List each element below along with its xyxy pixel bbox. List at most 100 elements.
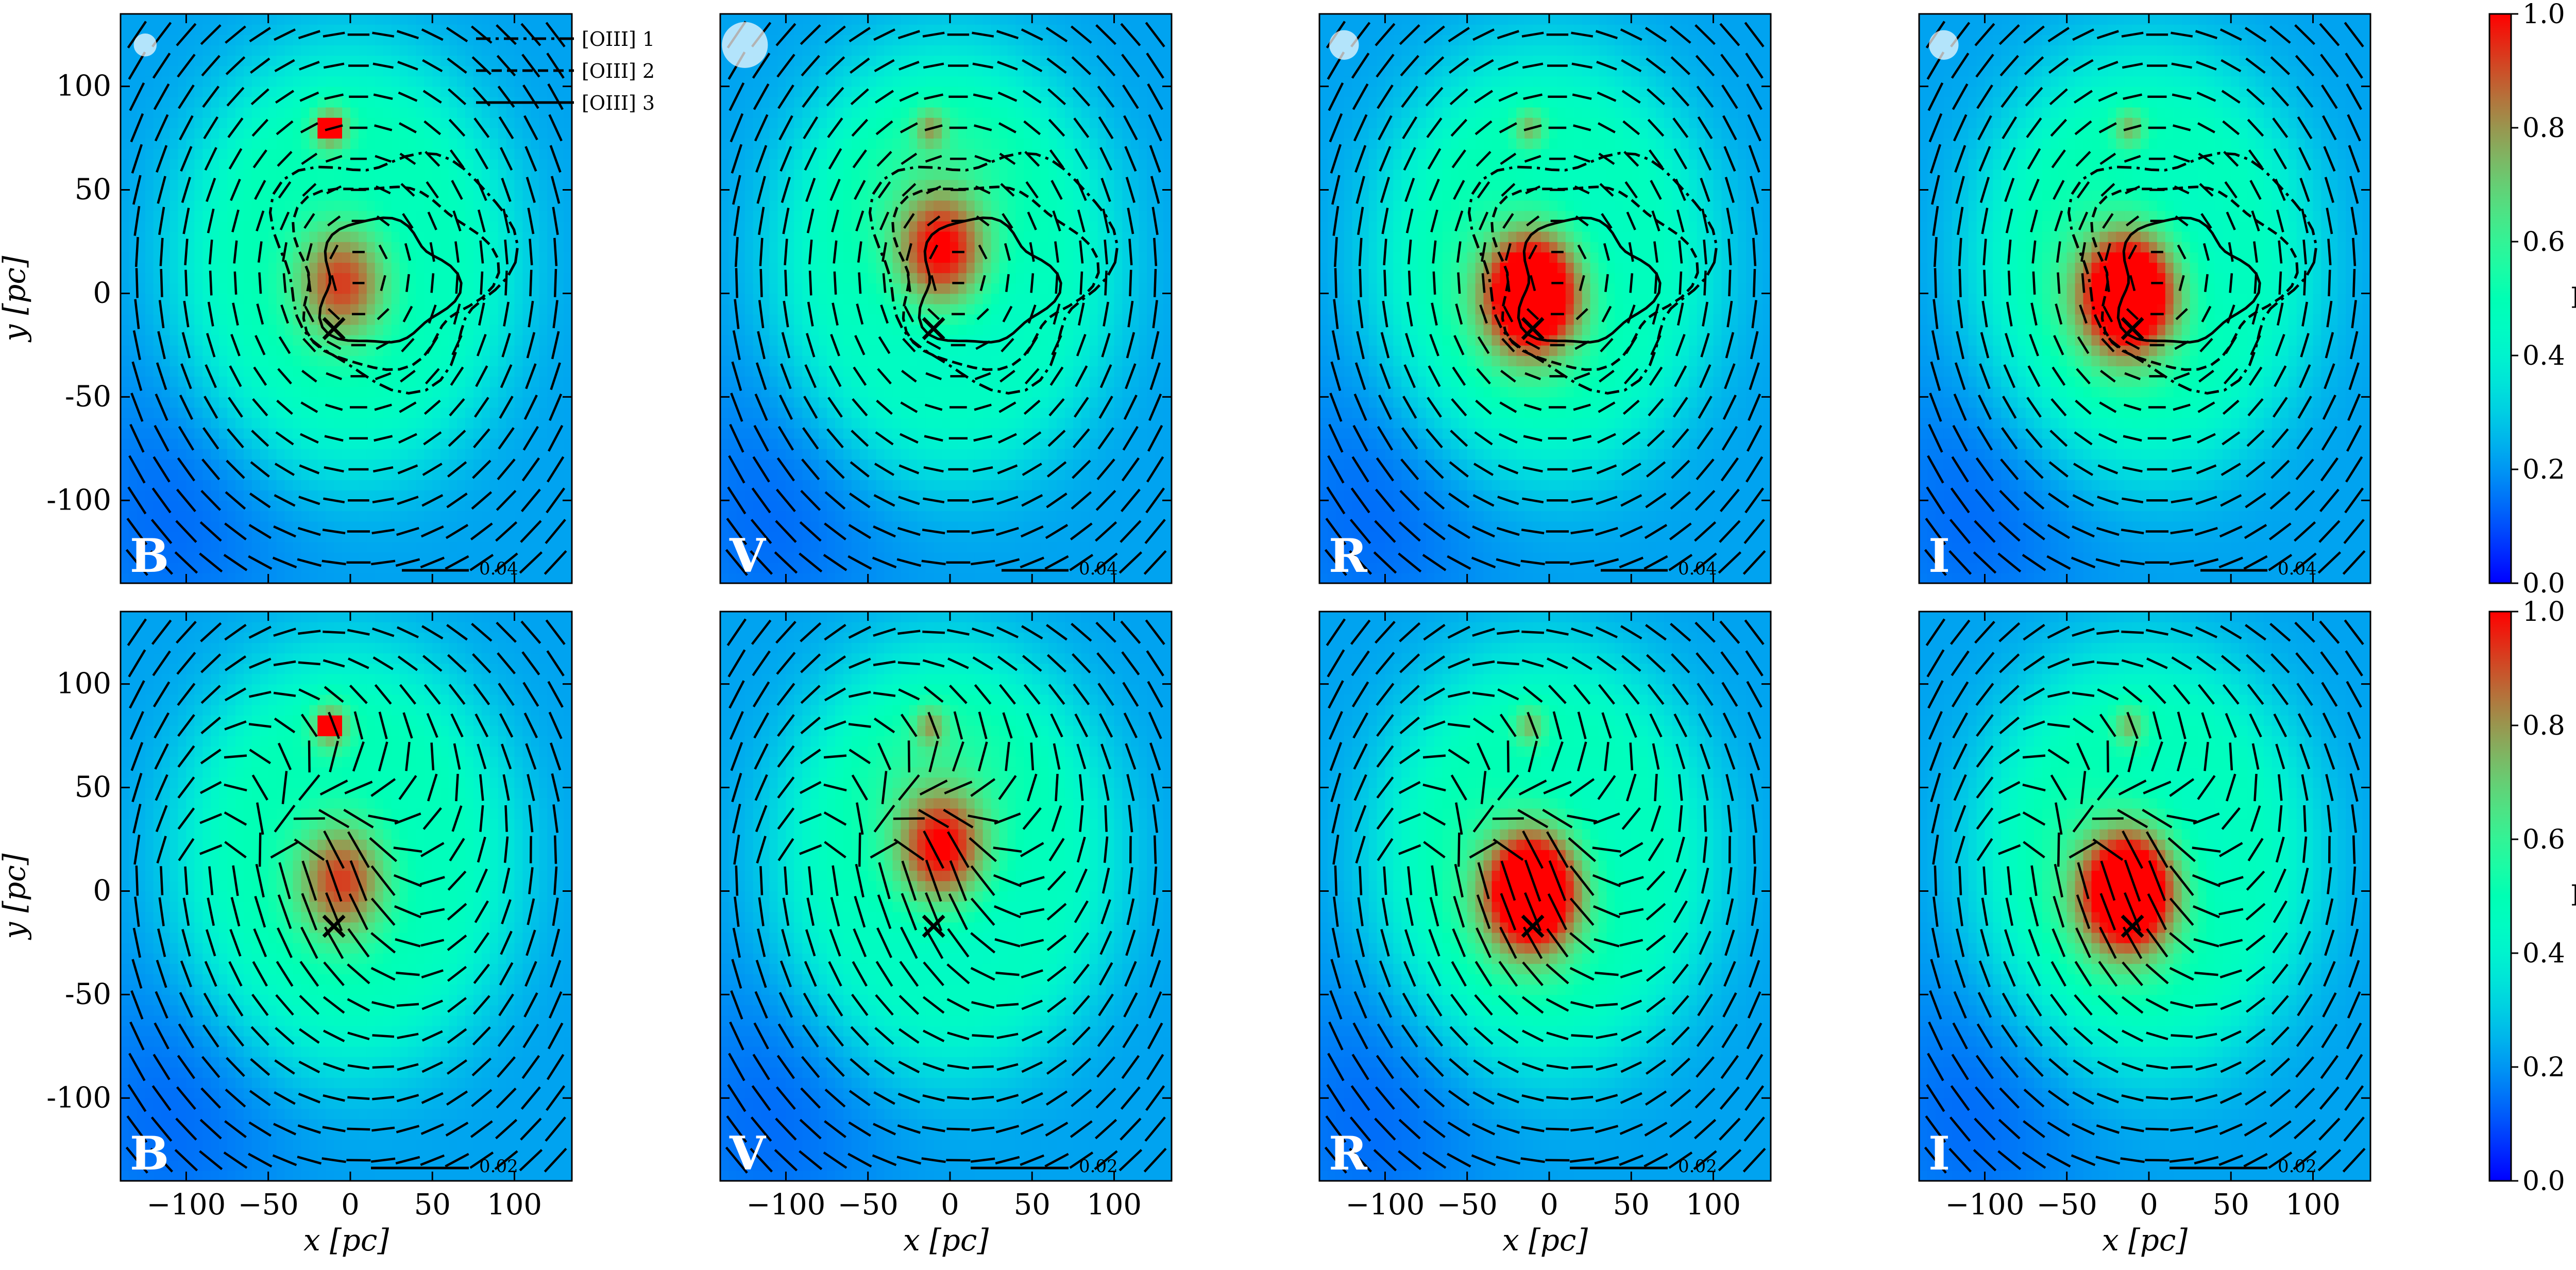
polarization-vectors	[1924, 21, 2366, 576]
beam-circle	[1929, 30, 1959, 60]
x-tick-label: 100	[1087, 1188, 1142, 1222]
x-tick-label: −100	[1945, 1188, 2025, 1222]
oiii-contours	[268, 151, 519, 395]
panel-frame	[1318, 13, 1772, 584]
y-tick-label: 100	[56, 667, 111, 701]
scale-bar-label: 0.02	[1678, 1156, 1717, 1177]
band-label: R	[1329, 529, 1368, 583]
beam-circle	[1329, 30, 1359, 60]
colorbar-tick-label: 0.0	[2522, 1166, 2565, 1197]
x-axis-label: x [pc]	[1502, 1223, 1588, 1258]
panel-frame	[719, 13, 1173, 584]
panel-frame	[120, 13, 573, 584]
intensity-map	[1319, 14, 1771, 583]
x-tick-label: −50	[1437, 1188, 1498, 1222]
colorbar-label: I	[2570, 879, 2576, 913]
polarization-vectors	[1924, 618, 2366, 1174]
intensity-map	[720, 14, 1172, 583]
nucleus-marker	[322, 915, 346, 938]
colorbar-tick-label: 0.2	[2522, 1052, 2565, 1083]
band-label: B	[130, 1126, 169, 1181]
polarization-vectors	[725, 618, 1167, 1174]
y-axis-label: y [pc]	[0, 256, 32, 343]
contour-3	[2116, 216, 2261, 344]
contour-1	[1467, 151, 1718, 395]
beam-circle	[133, 33, 157, 57]
contour-2	[891, 185, 1100, 371]
colorbar-tick-label: 0.8	[2522, 710, 2565, 741]
intensity-map	[1919, 14, 2370, 583]
panel-frame	[1918, 611, 2371, 1182]
contour-3	[918, 216, 1062, 344]
y-tick-label: -100	[46, 483, 111, 517]
nucleus-marker	[2121, 317, 2144, 341]
polarization-vectors	[725, 21, 1167, 576]
panel-frame	[1918, 13, 2371, 584]
legend-label: [OIII] 3	[582, 92, 655, 114]
x-tick-label: 0	[341, 1188, 360, 1222]
contour-3	[318, 216, 463, 344]
x-tick-label: 100	[1686, 1188, 1741, 1222]
panel-frame	[1318, 611, 1772, 1182]
nucleus-marker	[922, 915, 945, 938]
scale-bar-label: 0.02	[2278, 1156, 2317, 1177]
panel-0-0: 100 50 0 -50 -100 y [pc] B 0.04 [OIII] 1 [OIII] 2…	[0, 13, 655, 584]
scale-bar-label: 0.04	[1678, 558, 1717, 579]
colorbar-label: I	[2570, 282, 2576, 315]
nucleus-marker	[2121, 915, 2144, 938]
contour-1	[868, 151, 1119, 395]
scale-bar-label: 0.02	[479, 1156, 518, 1177]
panel-frame	[719, 611, 1173, 1182]
x-tick-label: 50	[414, 1188, 451, 1222]
beam-circle	[722, 22, 768, 68]
panel-frame	[120, 611, 573, 1182]
x-axis-label: x [pc]	[903, 1223, 989, 1258]
x-tick-label: −100	[147, 1188, 226, 1222]
y-tick-label: 50	[75, 173, 111, 207]
colorbar-tick-label: 1.0	[2522, 597, 2565, 628]
legend: [OIII] 1 [OIII] 2 [OIII] 3	[476, 28, 655, 114]
colorbar-tick-label: 0.4	[2522, 938, 2565, 969]
contour-2	[292, 185, 500, 371]
y-tick-label: -50	[65, 380, 111, 413]
intensity-map	[121, 612, 572, 1181]
contour-2	[1490, 185, 1699, 371]
oiii-contours	[1467, 151, 1718, 395]
y-tick-label: 0	[93, 276, 111, 310]
x-tick-label: 100	[2285, 1188, 2341, 1222]
nucleus-marker	[1521, 915, 1545, 938]
panel-1-0: −100 −50 0 50 100 x [pc] 100 50 0 -50 -100 y [pc] B 0…	[0, 611, 573, 1258]
x-tick-label: 50	[1613, 1188, 1650, 1222]
colorbar: 0.0 0.2 0.4 0.6 0.8 1.0 I	[2488, 0, 2576, 599]
contour-1	[268, 151, 519, 395]
panel-1-2: −100 −50 0 50 100 x [pc] R 0.02	[1318, 611, 1772, 1258]
x-tick-label: 0	[1540, 1188, 1558, 1222]
x-tick-label: 50	[2213, 1188, 2249, 1222]
x-tick-label: 100	[487, 1188, 542, 1222]
y-tick-label: -100	[46, 1081, 111, 1114]
colorbar-tick-label: 0.4	[2522, 341, 2565, 371]
panel-0-3: I 0.04	[1918, 13, 2371, 584]
contour-2	[2090, 185, 2299, 371]
panel-0-1: V 0.04	[719, 13, 1173, 584]
legend-label: [OIII] 2	[582, 60, 655, 82]
band-label: R	[1329, 1126, 1368, 1181]
y-axis-label: y [pc]	[0, 853, 32, 940]
nucleus-marker	[322, 317, 346, 341]
legend-label: [OIII] 1	[582, 28, 655, 50]
band-label: I	[1928, 1126, 1950, 1181]
x-axis-label: x [pc]	[2102, 1223, 2188, 1258]
x-axis-label: x [pc]	[303, 1223, 389, 1258]
x-tick-label: −50	[2037, 1188, 2097, 1222]
intensity-map	[1319, 612, 1771, 1181]
band-label: B	[130, 529, 169, 583]
intensity-map	[121, 14, 572, 583]
polarization-vectors	[1324, 618, 1766, 1174]
scale-bar-label: 0.04	[479, 558, 518, 579]
scale-bar-label: 0.02	[1079, 1156, 1118, 1177]
polarization-vectors	[1324, 21, 1766, 576]
colorbar: 0.0 0.2 0.4 0.6 0.8 1.0 I	[2488, 597, 2576, 1197]
scale-bar-label: 0.04	[1079, 558, 1118, 579]
x-tick-label: −50	[838, 1188, 899, 1222]
